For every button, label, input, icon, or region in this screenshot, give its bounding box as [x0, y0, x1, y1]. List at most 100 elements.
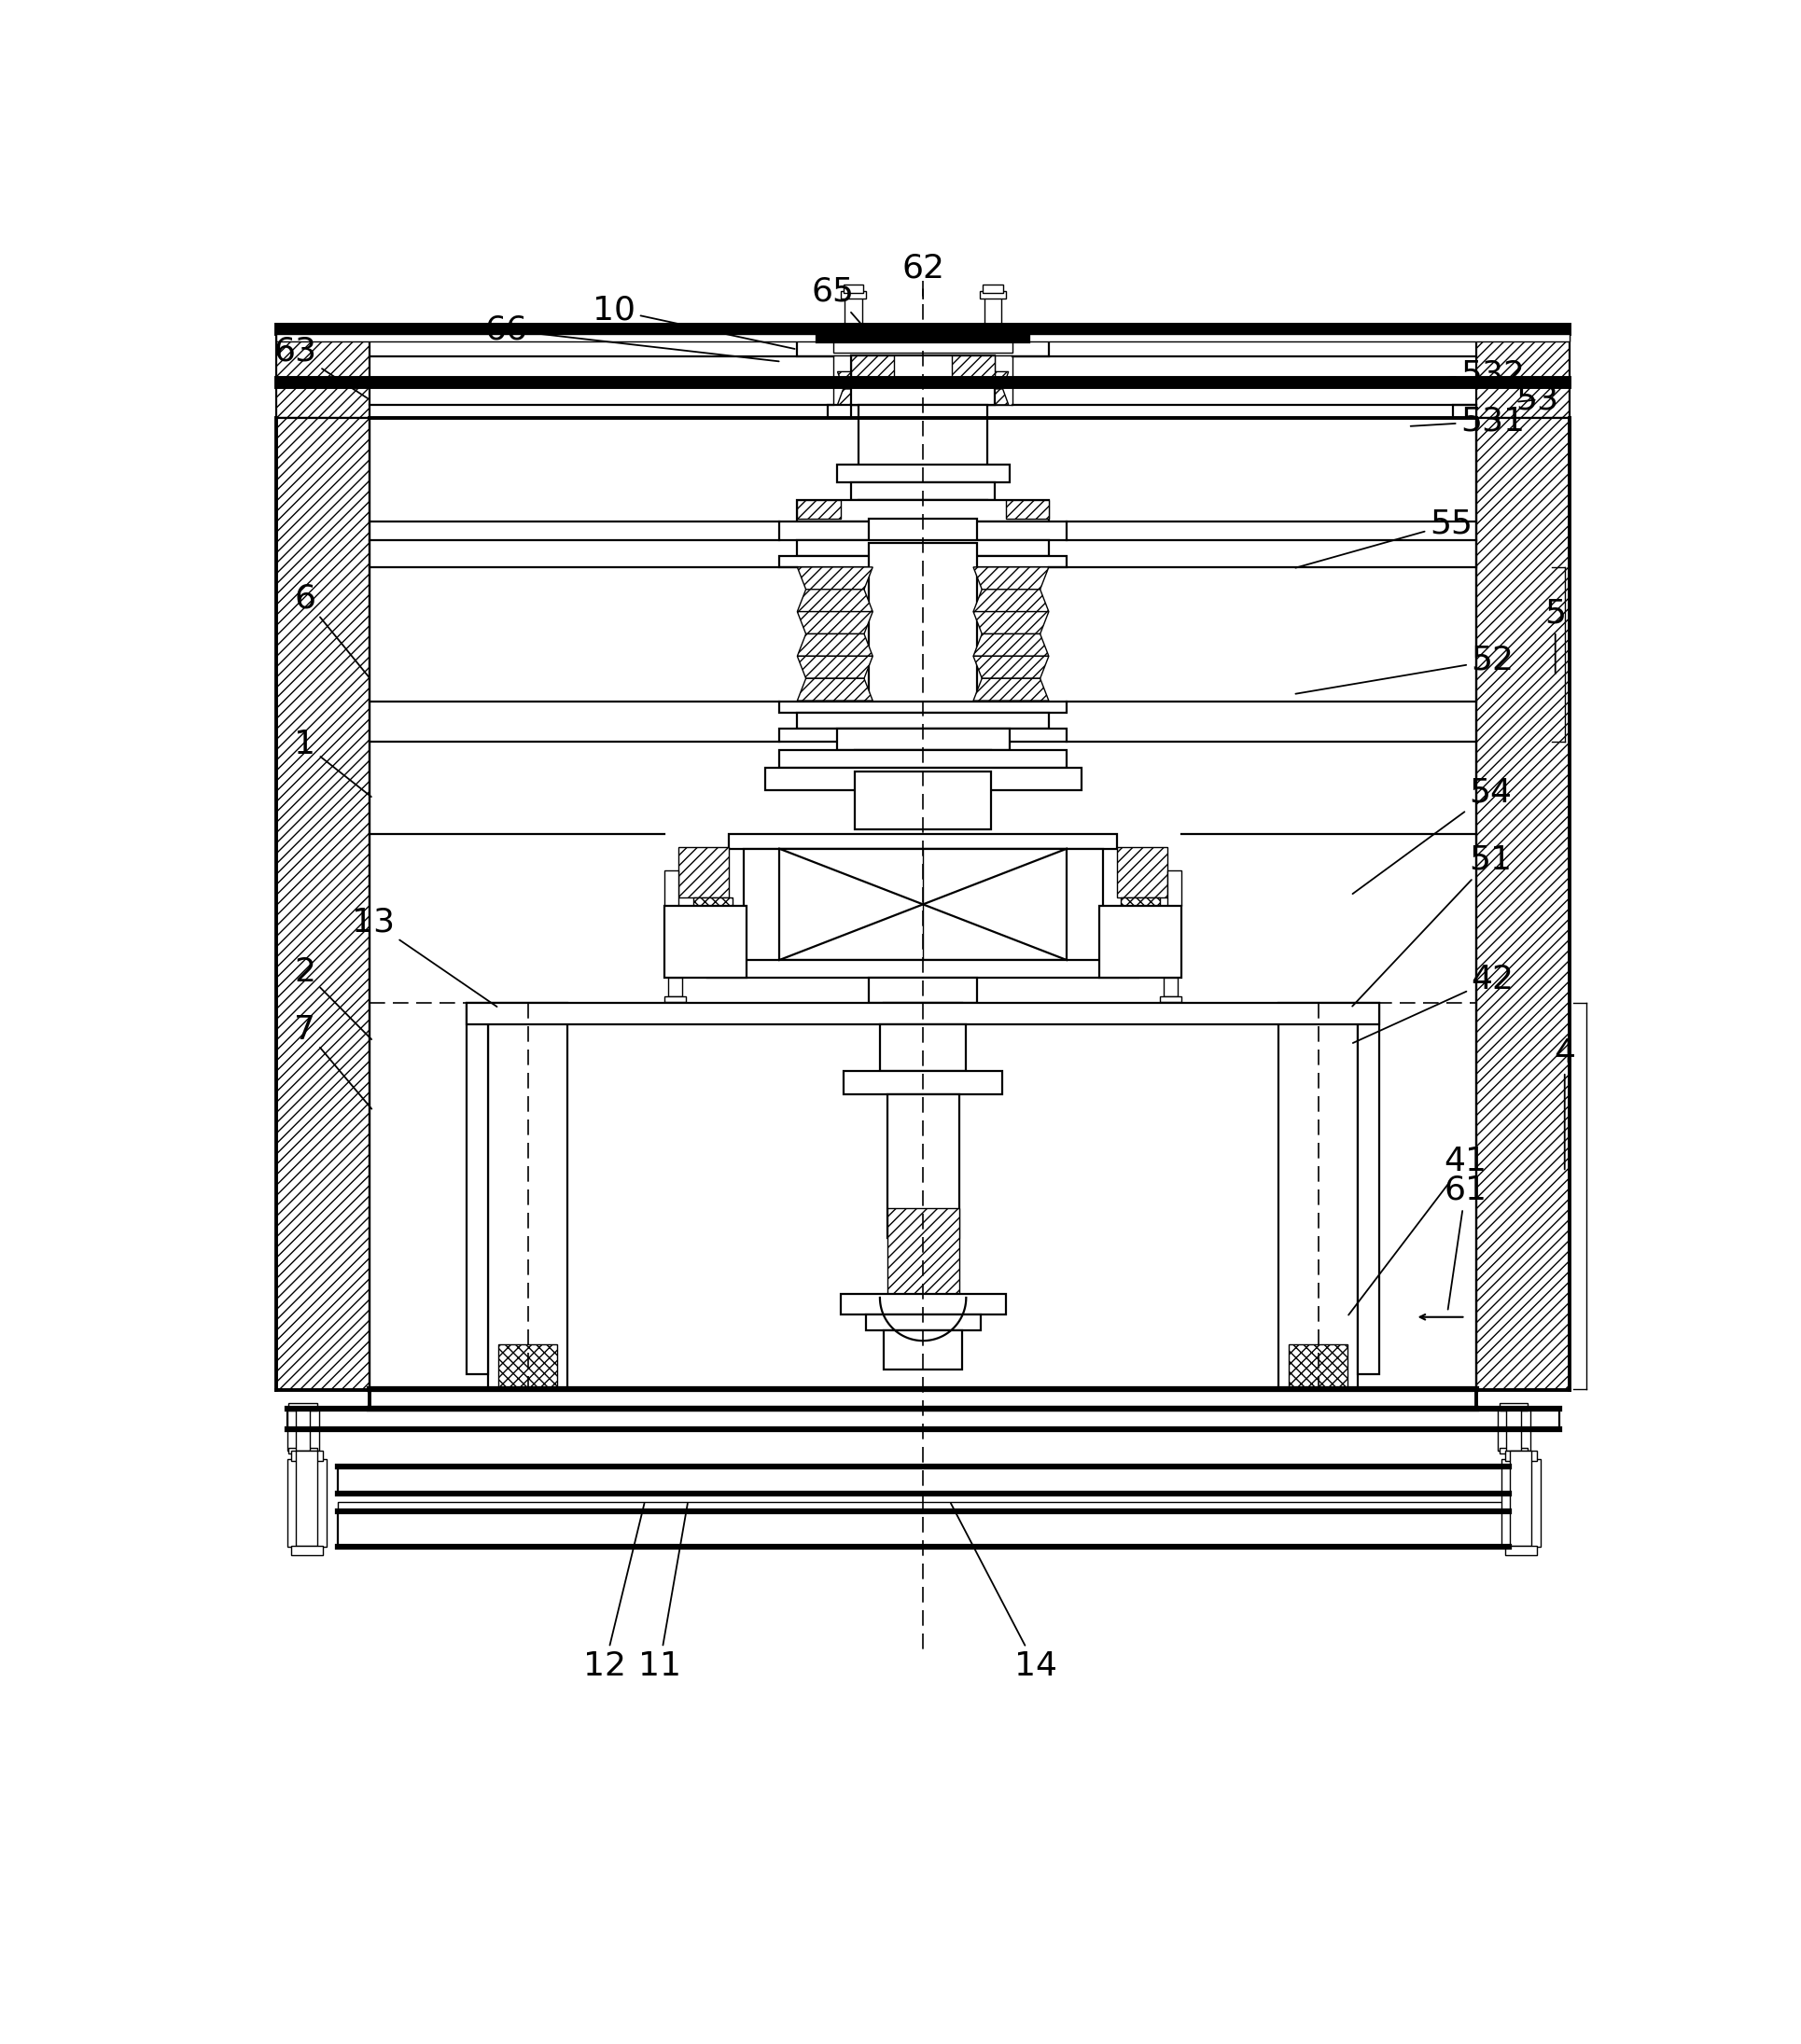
Bar [845, 1071, 1001, 1094]
Bar [286, 1459, 326, 1547]
Bar [542, 1402, 560, 1408]
Bar [495, 1402, 513, 1408]
Bar [276, 325, 1570, 335]
Polygon shape [976, 372, 1009, 388]
Bar [288, 1447, 317, 1453]
Bar [708, 961, 1138, 977]
Bar [665, 905, 747, 977]
Bar [798, 713, 1048, 730]
Text: 61: 61 [1444, 1173, 1488, 1310]
Bar [881, 1024, 965, 1071]
Bar [1498, 1408, 1531, 1451]
Text: 62: 62 [902, 251, 944, 298]
Bar [843, 284, 863, 292]
Bar [983, 294, 1001, 329]
Polygon shape [798, 656, 873, 679]
Bar [1163, 977, 1178, 995]
Bar [1279, 1004, 1358, 1388]
Bar [1498, 1447, 1527, 1453]
Bar [286, 1408, 319, 1451]
Bar [780, 750, 1066, 769]
Text: 12: 12 [584, 1504, 645, 1682]
Polygon shape [973, 656, 1048, 679]
Bar [488, 1004, 567, 1388]
Polygon shape [837, 388, 870, 405]
Text: 531: 531 [1410, 405, 1525, 437]
Polygon shape [973, 634, 1048, 656]
Bar [729, 834, 1117, 848]
Bar [499, 1345, 557, 1388]
Text: 53: 53 [1516, 384, 1560, 415]
Bar [546, 1388, 557, 1402]
Bar [780, 730, 1066, 742]
Bar [852, 482, 994, 501]
Bar [837, 730, 1009, 750]
Polygon shape [798, 589, 873, 611]
Bar [780, 556, 1066, 566]
Bar [780, 521, 1066, 540]
Bar [765, 769, 1081, 789]
Bar [852, 356, 994, 405]
Bar [290, 1451, 322, 1461]
Bar [276, 335, 1570, 341]
Bar [1290, 1388, 1300, 1402]
Bar [870, 544, 976, 715]
Text: 532: 532 [1410, 358, 1525, 390]
Bar [855, 773, 991, 830]
Bar [870, 977, 976, 1004]
Bar [841, 1294, 1005, 1314]
Bar [1506, 1408, 1520, 1451]
Bar [1290, 1345, 1347, 1388]
Bar [1477, 417, 1570, 1390]
Bar [668, 977, 683, 995]
Bar [1120, 897, 1160, 926]
Bar [466, 1004, 1380, 1024]
Bar [828, 405, 852, 417]
Polygon shape [973, 589, 1048, 611]
Bar [834, 339, 1012, 354]
Bar [1167, 871, 1181, 905]
Bar [1358, 1004, 1380, 1374]
Text: 65: 65 [812, 276, 872, 335]
Bar [841, 329, 866, 335]
Bar [859, 405, 987, 499]
Bar [1160, 995, 1181, 1002]
Bar [837, 464, 1009, 482]
Text: 4: 4 [1554, 1038, 1576, 1169]
Bar [983, 284, 1003, 292]
Text: 1: 1 [294, 728, 371, 797]
Polygon shape [837, 372, 870, 388]
Polygon shape [798, 634, 873, 656]
Text: 7: 7 [294, 1014, 371, 1110]
Bar [290, 1545, 322, 1555]
Bar [798, 540, 1048, 556]
Bar [1336, 1388, 1347, 1402]
Bar [369, 1388, 1477, 1408]
Bar [1286, 1402, 1304, 1408]
Bar [337, 1466, 1509, 1494]
Bar [855, 750, 991, 773]
Bar [1509, 1451, 1531, 1545]
Bar [852, 356, 895, 378]
Bar [866, 1314, 980, 1331]
Bar [295, 1451, 317, 1545]
Bar [1498, 1404, 1527, 1410]
Text: 63: 63 [274, 335, 367, 399]
Bar [870, 519, 976, 544]
Text: 54: 54 [1353, 777, 1513, 893]
Polygon shape [798, 679, 873, 701]
Text: 13: 13 [351, 905, 497, 1008]
Bar [884, 1331, 962, 1369]
Bar [693, 897, 733, 926]
Bar [859, 501, 987, 519]
Bar [884, 1004, 962, 1024]
Bar [1005, 501, 1048, 519]
Polygon shape [976, 388, 1009, 405]
Bar [888, 1208, 958, 1294]
Polygon shape [973, 611, 1048, 634]
Bar [780, 848, 1066, 961]
Polygon shape [973, 679, 1048, 701]
Polygon shape [798, 611, 873, 634]
Bar [665, 871, 679, 905]
Text: 6: 6 [294, 583, 369, 679]
